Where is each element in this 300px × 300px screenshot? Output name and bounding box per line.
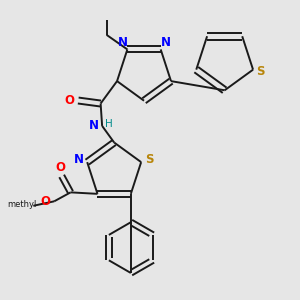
Text: N: N <box>160 36 171 49</box>
Text: S: S <box>256 65 264 79</box>
Text: S: S <box>146 153 154 166</box>
Text: O: O <box>41 195 51 208</box>
Text: O: O <box>65 94 75 107</box>
Text: N: N <box>74 153 84 166</box>
Text: N: N <box>89 119 99 132</box>
Text: H: H <box>105 119 112 129</box>
Text: O: O <box>55 161 65 174</box>
Text: N: N <box>117 36 128 49</box>
Text: methyl: methyl <box>7 200 37 209</box>
